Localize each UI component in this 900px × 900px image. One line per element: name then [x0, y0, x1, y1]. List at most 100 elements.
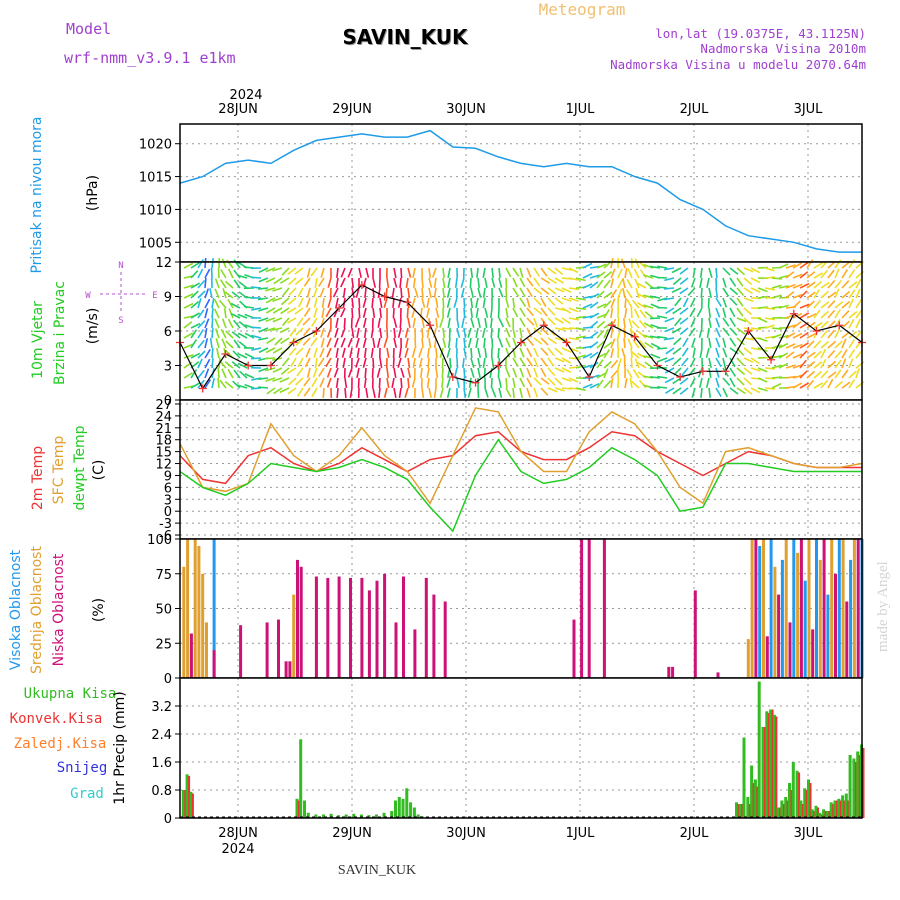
- wind-barb: [813, 340, 822, 349]
- precip-total-bar: [185, 774, 189, 819]
- wind-barb: [221, 258, 227, 269]
- wind-title-1: 10m Vjetar: [30, 301, 46, 379]
- wind-barb: [190, 322, 201, 329]
- wind-barb: [456, 377, 460, 388]
- cloud-bar: [182, 566, 186, 678]
- wind-barb: [237, 362, 248, 369]
- wind-barb: [372, 277, 377, 288]
- wind-barb: [481, 327, 486, 338]
- y-tick-label: 0: [164, 505, 172, 520]
- wind-barb: [554, 377, 563, 386]
- wind-barb: [238, 320, 248, 329]
- wind-barb: [706, 327, 710, 339]
- wind-barb: [736, 277, 744, 287]
- precip-total-bar: [799, 800, 803, 818]
- y-tick-label: 0: [164, 394, 172, 409]
- wind-barb: [336, 387, 339, 399]
- wind-barb: [743, 337, 754, 341]
- wind-barb: [799, 331, 809, 339]
- wind-barb: [764, 387, 776, 390]
- temp-title-2: SFC Temp: [51, 436, 67, 505]
- wind-barb: [834, 288, 840, 299]
- wind-barb: [633, 268, 640, 279]
- wind-barb: [197, 309, 205, 319]
- wind-barb: [778, 285, 789, 289]
- wind-barb: [250, 357, 262, 360]
- wind-barb: [630, 350, 640, 359]
- wind-barb: [692, 347, 696, 358]
- wind-barb: [855, 368, 860, 379]
- wind-barb: [512, 307, 519, 318]
- wind-barb: [806, 313, 817, 319]
- wind-barb: [265, 327, 276, 332]
- cloud-bar: [443, 601, 447, 678]
- wind-barb: [232, 350, 241, 359]
- wind-barb: [216, 348, 220, 359]
- wind-barb: [650, 295, 661, 299]
- wind-barb: [736, 357, 745, 366]
- wind-barb: [631, 320, 640, 329]
- wind-speed-marker: [266, 361, 275, 370]
- wind-barb: [371, 367, 374, 379]
- y-tick-label: 1005: [139, 236, 172, 251]
- wind-barb: [392, 297, 395, 308]
- wind-barb: [708, 387, 711, 398]
- wind-barb: [582, 383, 593, 389]
- wind-barb: [214, 288, 220, 299]
- wind-barb: [656, 375, 668, 379]
- wind-barb: [470, 367, 475, 378]
- wind-barb: [319, 377, 325, 388]
- series-line-dewpt: [179, 438, 862, 533]
- wind-barb: [490, 317, 493, 328]
- wind-barb: [743, 347, 753, 355]
- wind-barb: [211, 258, 214, 269]
- wind-barb: [729, 357, 736, 368]
- wind-barb: [841, 310, 850, 319]
- wind-speed-marker: [312, 327, 321, 335]
- y-tick-label: 2.4: [151, 728, 172, 743]
- wind-barb: [484, 307, 489, 318]
- wind-barb: [679, 317, 689, 325]
- wind-barb: [799, 271, 809, 279]
- wind-barb: [644, 311, 654, 319]
- wind-barb: [715, 317, 721, 328]
- wind-barb: [628, 318, 633, 329]
- wind-barb: [630, 357, 633, 369]
- wind-barb: [526, 357, 534, 367]
- wind-barb: [183, 354, 194, 359]
- wind-barb: [540, 347, 549, 356]
- wind-barb: [463, 327, 467, 339]
- wind-barb: [266, 337, 276, 345]
- wind-barb: [475, 297, 479, 308]
- wind-barb: [288, 287, 297, 296]
- wind-barb: [233, 269, 241, 279]
- wind-speed-marker: [539, 321, 548, 330]
- cloud-bar: [807, 539, 811, 678]
- wind-barb: [258, 317, 269, 323]
- wind-barb: [310, 267, 318, 277]
- model-label: Model: [66, 20, 111, 38]
- wind-barb: [213, 308, 220, 319]
- wind-barb: [407, 367, 411, 378]
- wind-barb: [827, 360, 837, 369]
- wind-barb: [211, 328, 214, 339]
- wind-barb: [834, 340, 843, 349]
- cloud-bar: [284, 661, 288, 678]
- wind-barb: [358, 307, 361, 319]
- wind-barb: [547, 357, 555, 367]
- y-tick-label: 3.2: [151, 700, 172, 715]
- y-tick-label: 1020: [139, 138, 172, 153]
- wind-barb: [231, 291, 241, 299]
- wind-barb: [672, 307, 682, 315]
- wind-barb: [624, 378, 628, 389]
- cloud-bar: [432, 594, 436, 678]
- wind-barb: [428, 387, 432, 398]
- wind-barb: [806, 332, 817, 339]
- y-tick-label: 21: [155, 422, 172, 437]
- wind-barb: [490, 327, 493, 339]
- precip-total-bar: [814, 805, 818, 819]
- wind-barb: [197, 369, 205, 379]
- wind-barb: [634, 258, 640, 269]
- wind-barb: [848, 339, 855, 349]
- y-tick-label: 75: [155, 568, 172, 583]
